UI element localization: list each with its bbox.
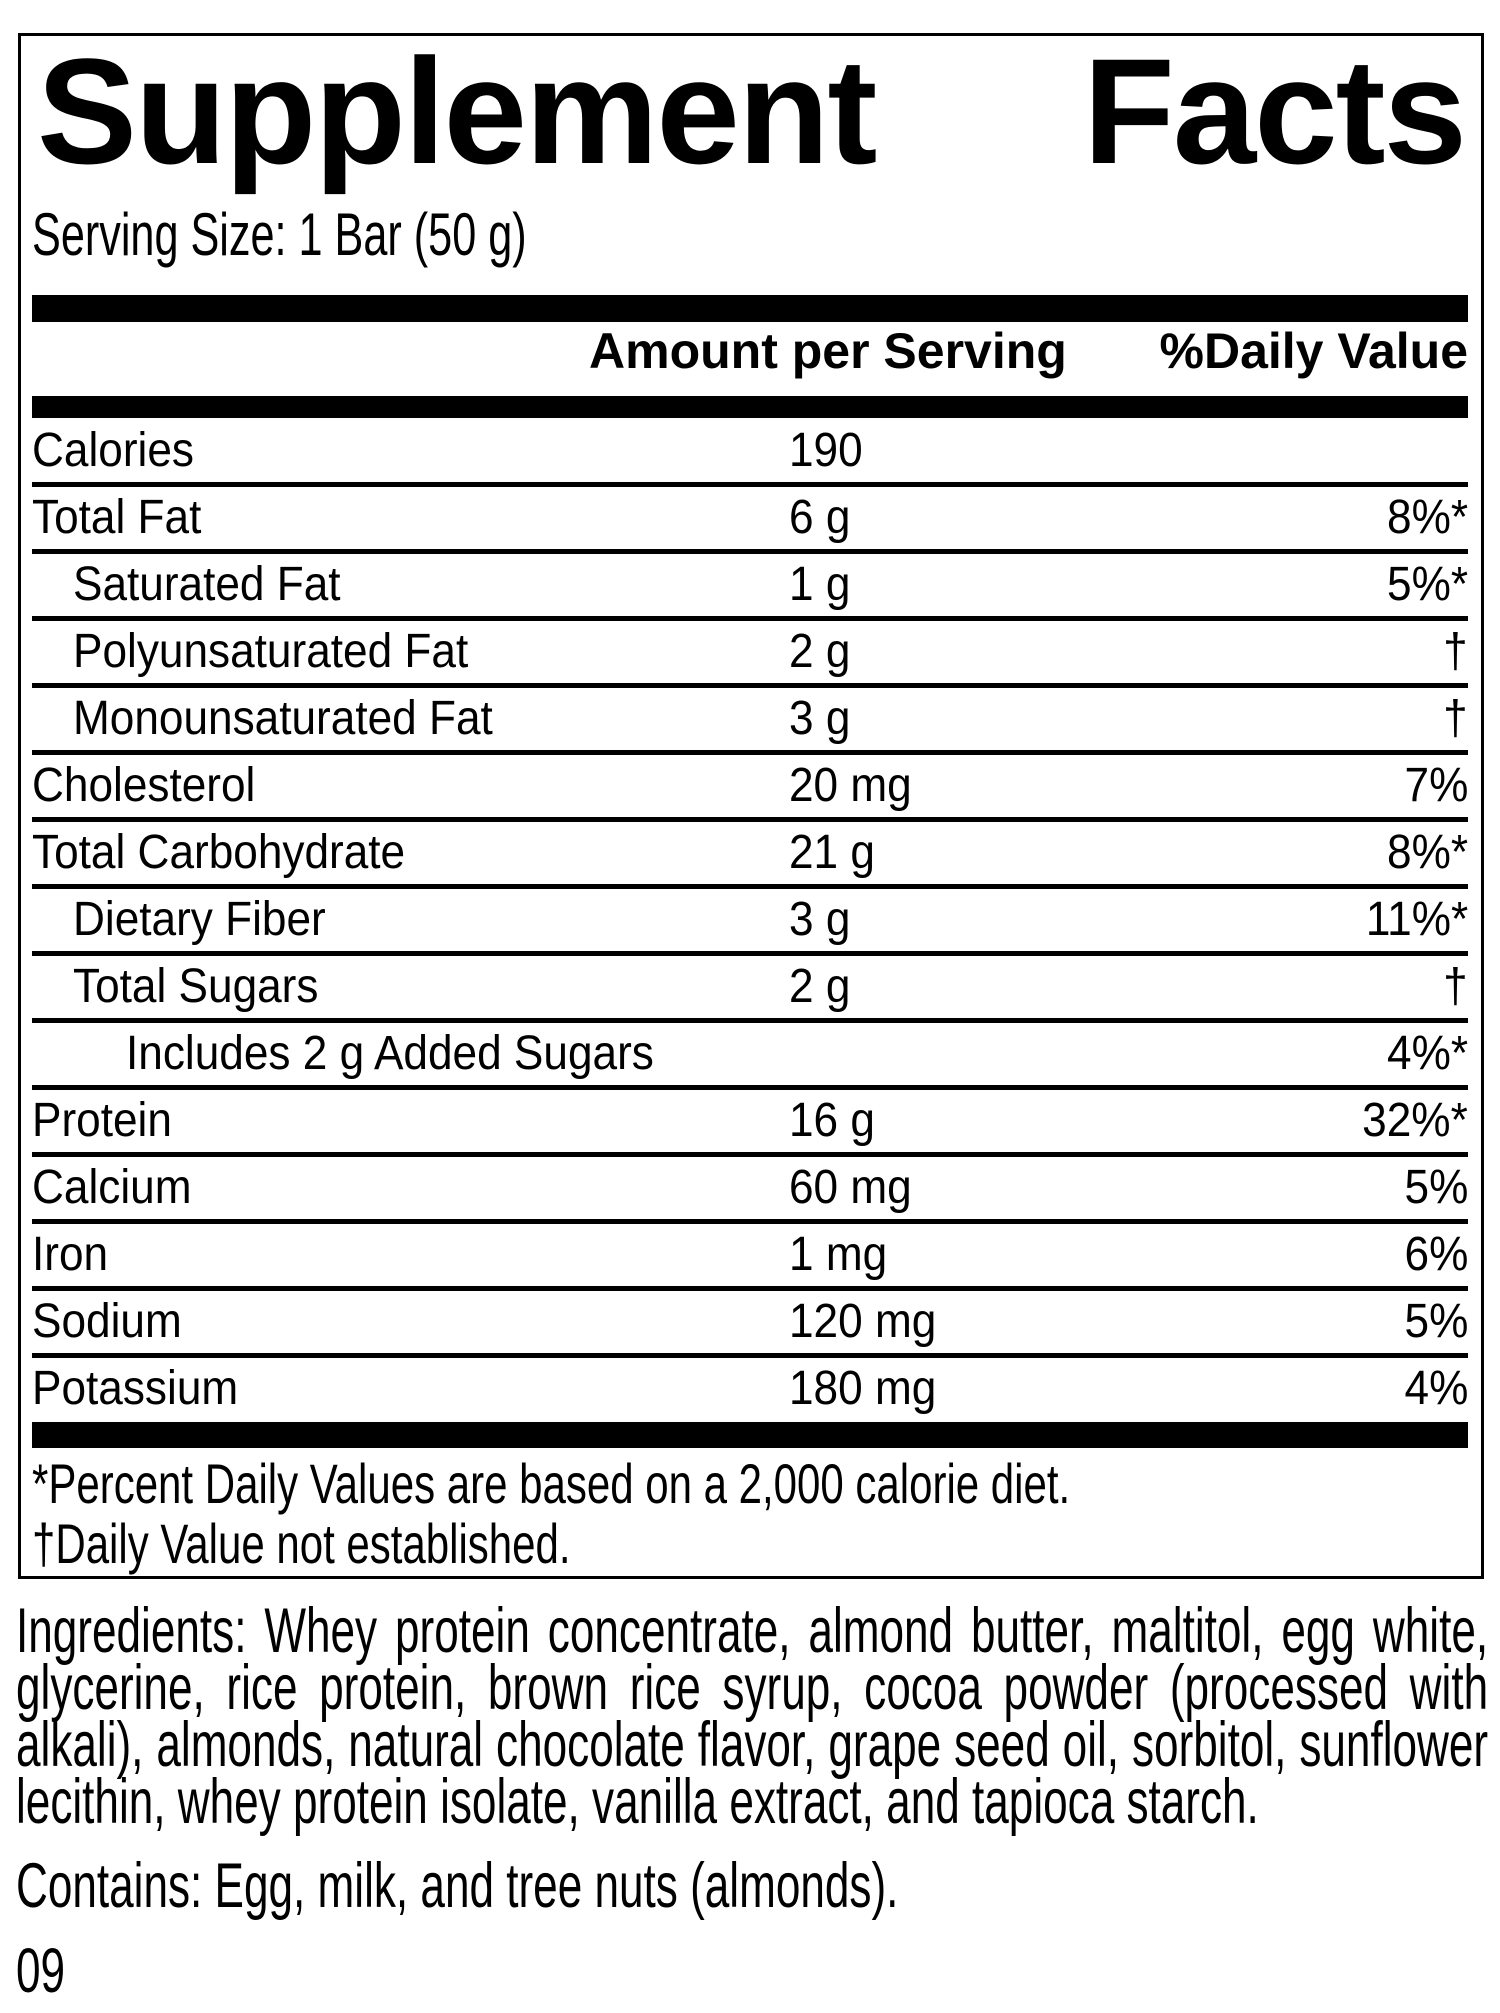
table-row-potassium: Potassium 180 mg 4%: [32, 1358, 1468, 1420]
nutrient-daily-value: 7%: [1404, 759, 1468, 812]
thick-rule-under-headers: [32, 396, 1468, 418]
nutrient-daily-value: 5%: [1404, 1161, 1468, 1214]
nutrient-amount: 60 mg: [789, 1161, 912, 1214]
daily-value-header: %Daily Value: [1159, 323, 1469, 379]
ingredients-line: alkali), almonds, natural chocolate flav…: [16, 1710, 1489, 1780]
supplement-facts-panel: Supplement Facts Serving Size: 1 Bar (50…: [18, 33, 1484, 1579]
label-code: 09: [16, 1936, 86, 2006]
nutrient-daily-value: 8%*: [1386, 491, 1468, 544]
ingredients-paragraph: Ingredients: Whey protein concentrate, a…: [16, 1596, 1489, 1837]
nutrient-daily-value: 6%: [1404, 1228, 1468, 1281]
nutrient-amount: 3 g: [789, 692, 851, 745]
nutrient-amount: 190: [789, 424, 863, 477]
table-row-saturated-fat: Saturated Fat 1 g 5%*: [32, 554, 1468, 621]
nutrient-amount: 180 mg: [789, 1362, 937, 1415]
nutrient-name: Sodium: [32, 1295, 182, 1348]
nutrient-amount: 120 mg: [789, 1295, 937, 1348]
table-row-iron: Iron 1 mg 6%: [32, 1224, 1468, 1291]
nutrient-name: Total Carbohydrate: [32, 826, 406, 879]
nutrient-daily-value: 8%*: [1386, 826, 1468, 879]
table-row-polyunsaturated-fat: Polyunsaturated Fat 2 g †: [32, 621, 1468, 688]
nutrient-amount: 6 g: [789, 491, 851, 544]
nutrient-name: Monounsaturated Fat: [73, 692, 493, 745]
nutrient-name: Total Sugars: [73, 960, 319, 1013]
nutrient-daily-value: †: [1443, 692, 1468, 745]
ingredients-line: glycerine, rice protein, brown rice syru…: [16, 1653, 1489, 1723]
nutrient-daily-value: 4%*: [1386, 1027, 1468, 1080]
nutrient-amount: 1 mg: [789, 1228, 888, 1281]
ingredients-text: Ingredients: Whey protein concentrate, a…: [16, 1596, 1489, 1837]
nutrient-daily-value: †: [1443, 960, 1468, 1013]
table-row-total-fat: Total Fat 6 g 8%*: [32, 487, 1468, 554]
nutrient-name: Calories: [32, 424, 194, 477]
nutrient-daily-value: 4%: [1404, 1362, 1468, 1415]
nutrient-amount: 1 g: [789, 558, 851, 611]
nutrient-daily-value: 11%*: [1365, 893, 1468, 946]
label-code-text: 09: [16, 1936, 66, 2006]
table-row-total-carbohydrate: Total Carbohydrate 21 g 8%*: [32, 822, 1468, 889]
nutrient-name: Cholesterol: [32, 759, 256, 812]
table-row-protein: Protein 16 g 32%*: [32, 1090, 1468, 1157]
table-row-cholesterol: Cholesterol 20 mg 7%: [32, 755, 1468, 822]
footnote-daily-values-text: *Percent Daily Values are based on a 2,0…: [32, 1452, 1071, 1515]
nutrient-amount: 16 g: [789, 1094, 875, 1147]
nutrient-amount: 3 g: [789, 893, 851, 946]
nutrient-daily-value: 5%: [1404, 1295, 1468, 1348]
table-row-dietary-fiber: Dietary Fiber 3 g 11%*: [32, 889, 1468, 956]
panel-title: Supplement Facts: [21, 36, 1481, 186]
nutrient-name: Dietary Fiber: [73, 893, 326, 946]
table-row-monounsaturated-fat: Monounsaturated Fat 3 g †: [32, 688, 1468, 755]
ingredients-line: lecithin, whey protein isolate, vanilla …: [16, 1767, 1259, 1837]
nutrient-daily-value: 32%*: [1362, 1094, 1468, 1147]
thick-rule-top: [32, 295, 1468, 322]
nutrient-daily-value: 5%*: [1386, 558, 1468, 611]
table-row-calcium: Calcium 60 mg 5%: [32, 1157, 1468, 1224]
nutrient-amount: 20 mg: [789, 759, 912, 812]
table-row-calories: Calories 190: [32, 420, 1468, 487]
title-word-facts: Facts: [1083, 27, 1467, 195]
nutrient-name: Iron: [32, 1228, 109, 1281]
table-row-added-sugars: Includes 2 g Added Sugars 4%*: [32, 1023, 1468, 1090]
nutrient-amount: 2 g: [789, 625, 851, 678]
title-word-supplement: Supplement: [37, 27, 877, 195]
nutrient-table: Calories 190 Total Fat 6 g 8%* Saturated…: [32, 420, 1468, 1420]
ingredients-line: Ingredients: Whey protein concentrate, a…: [16, 1596, 1489, 1666]
serving-size-line: Serving Size: 1 Bar (50 g): [32, 205, 719, 265]
nutrient-name: Saturated Fat: [73, 558, 341, 611]
nutrient-amount: 21 g: [789, 826, 875, 879]
nutrient-daily-value: †: [1443, 625, 1468, 678]
nutrient-name: Total Fat: [32, 491, 202, 544]
allergen-statement: Contains: Egg, milk, and tree nuts (almo…: [16, 1851, 1277, 1921]
table-row-total-sugars: Total Sugars 2 g †: [32, 956, 1468, 1023]
nutrient-name: Potassium: [32, 1362, 239, 1415]
column-headers: Amount per Serving %Daily Value: [21, 326, 1481, 376]
table-row-sodium: Sodium 120 mg 5%: [32, 1291, 1468, 1358]
footnote-not-established: †Daily Value not established.: [32, 1516, 750, 1572]
thick-rule-bottom: [32, 1422, 1468, 1448]
serving-size-text: Serving Size: 1 Bar (50 g): [32, 201, 527, 268]
amount-per-serving-header: Amount per Serving: [589, 323, 1067, 379]
nutrient-name: Calcium: [32, 1161, 192, 1214]
footnote-daily-values: *Percent Daily Values are based on a 2,0…: [32, 1456, 1416, 1512]
allergen-statement-text: Contains: Egg, milk, and tree nuts (almo…: [16, 1851, 899, 1921]
nutrient-amount: 2 g: [789, 960, 851, 1013]
nutrient-name: Polyunsaturated Fat: [73, 625, 469, 678]
nutrient-name: Protein: [32, 1094, 172, 1147]
nutrient-name: Includes 2 g Added Sugars: [126, 1027, 654, 1080]
footnote-not-established-text: †Daily Value not established.: [32, 1512, 571, 1575]
